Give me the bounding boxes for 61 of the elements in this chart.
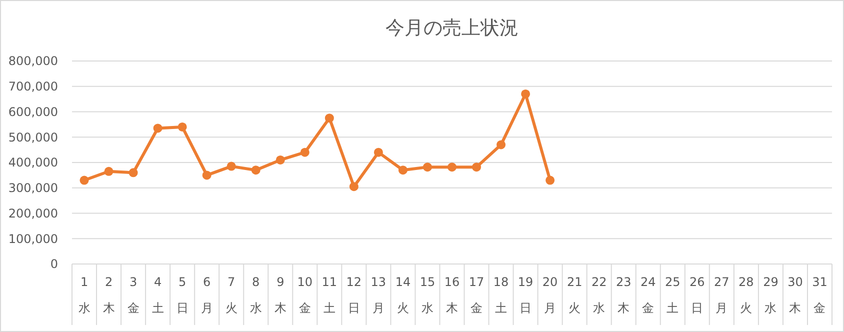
- x-tick-label: 11 土: [322, 275, 338, 315]
- x-tick-label: 6 月: [200, 275, 213, 315]
- x-tick-label: 31 金: [812, 275, 828, 315]
- point: [153, 124, 162, 133]
- y-tick-label: 200,000: [8, 206, 58, 220]
- point: [521, 89, 530, 98]
- x-tick-label: 10 金: [297, 275, 313, 315]
- x-tick-label: 23 木: [616, 275, 632, 315]
- y-tick-label: 100,000: [8, 232, 58, 246]
- point: [496, 140, 506, 150]
- x-tick-label: 22 水: [591, 275, 607, 315]
- x-tick-label: 30 木: [788, 275, 803, 315]
- y-tick-label: 600,000: [8, 104, 58, 119]
- chart-title: 今月の売上状況: [386, 17, 518, 39]
- y-tick-label: 500,000: [8, 130, 58, 144]
- point: [128, 168, 138, 178]
- y-tick-label: 700,000: [8, 80, 58, 94]
- x-tick-label: 12 日: [346, 275, 362, 315]
- x-tick-label: 20 月: [542, 275, 558, 315]
- x-tick-label: 19 日: [518, 275, 534, 315]
- point: [202, 170, 212, 180]
- x-tick-label: 5 日: [176, 275, 188, 315]
- x-tick-label: 2 木: [102, 275, 115, 315]
- point: [448, 162, 456, 172]
- x-tick-label: 13 月: [370, 275, 386, 315]
- x-tick-label: 18 土: [493, 275, 509, 315]
- x-tick-label: 28 火: [738, 275, 754, 315]
- point: [178, 122, 187, 132]
- y-tick-label: 800,000: [8, 54, 58, 68]
- point: [276, 155, 285, 164]
- x-tick-label: 25 土: [665, 275, 680, 315]
- x-tick-label: 24 金: [640, 275, 656, 315]
- point: [546, 176, 555, 185]
- point: [104, 166, 114, 176]
- point: [226, 162, 236, 171]
- x-tick-label: 3 金: [127, 275, 140, 315]
- point: [251, 166, 260, 175]
- x-tick-label: 4 土: [152, 275, 164, 315]
- x-tick-label: 21 火: [566, 275, 582, 315]
- x-tick-label: 1 水: [78, 275, 90, 315]
- point: [422, 162, 432, 172]
- y-tick-label: 400,000: [8, 156, 58, 170]
- point: [80, 176, 89, 185]
- x-tick-label: 14 火: [395, 275, 411, 315]
- y-tick-label: 300,000: [8, 181, 58, 196]
- x-tick-label: 16 木: [444, 275, 460, 315]
- x-tick-label: 7 火: [225, 275, 238, 315]
- point: [374, 148, 383, 157]
- point: [472, 162, 482, 172]
- x-tick-label: 26 日: [690, 275, 705, 315]
- x-tick-label: 17 金: [468, 275, 484, 315]
- x-tick-label: 29 水: [763, 275, 778, 315]
- y-tick-label: 0: [50, 257, 58, 272]
- x-tick-label: 8 水: [250, 275, 262, 315]
- x-tick-label: 9 木: [274, 275, 286, 315]
- x-tick-label: 15 水: [420, 275, 436, 315]
- x-tick-label: 27 月: [714, 275, 730, 315]
- point: [324, 114, 334, 123]
- point: [300, 148, 310, 157]
- point: [349, 182, 358, 192]
- point: [398, 166, 408, 175]
